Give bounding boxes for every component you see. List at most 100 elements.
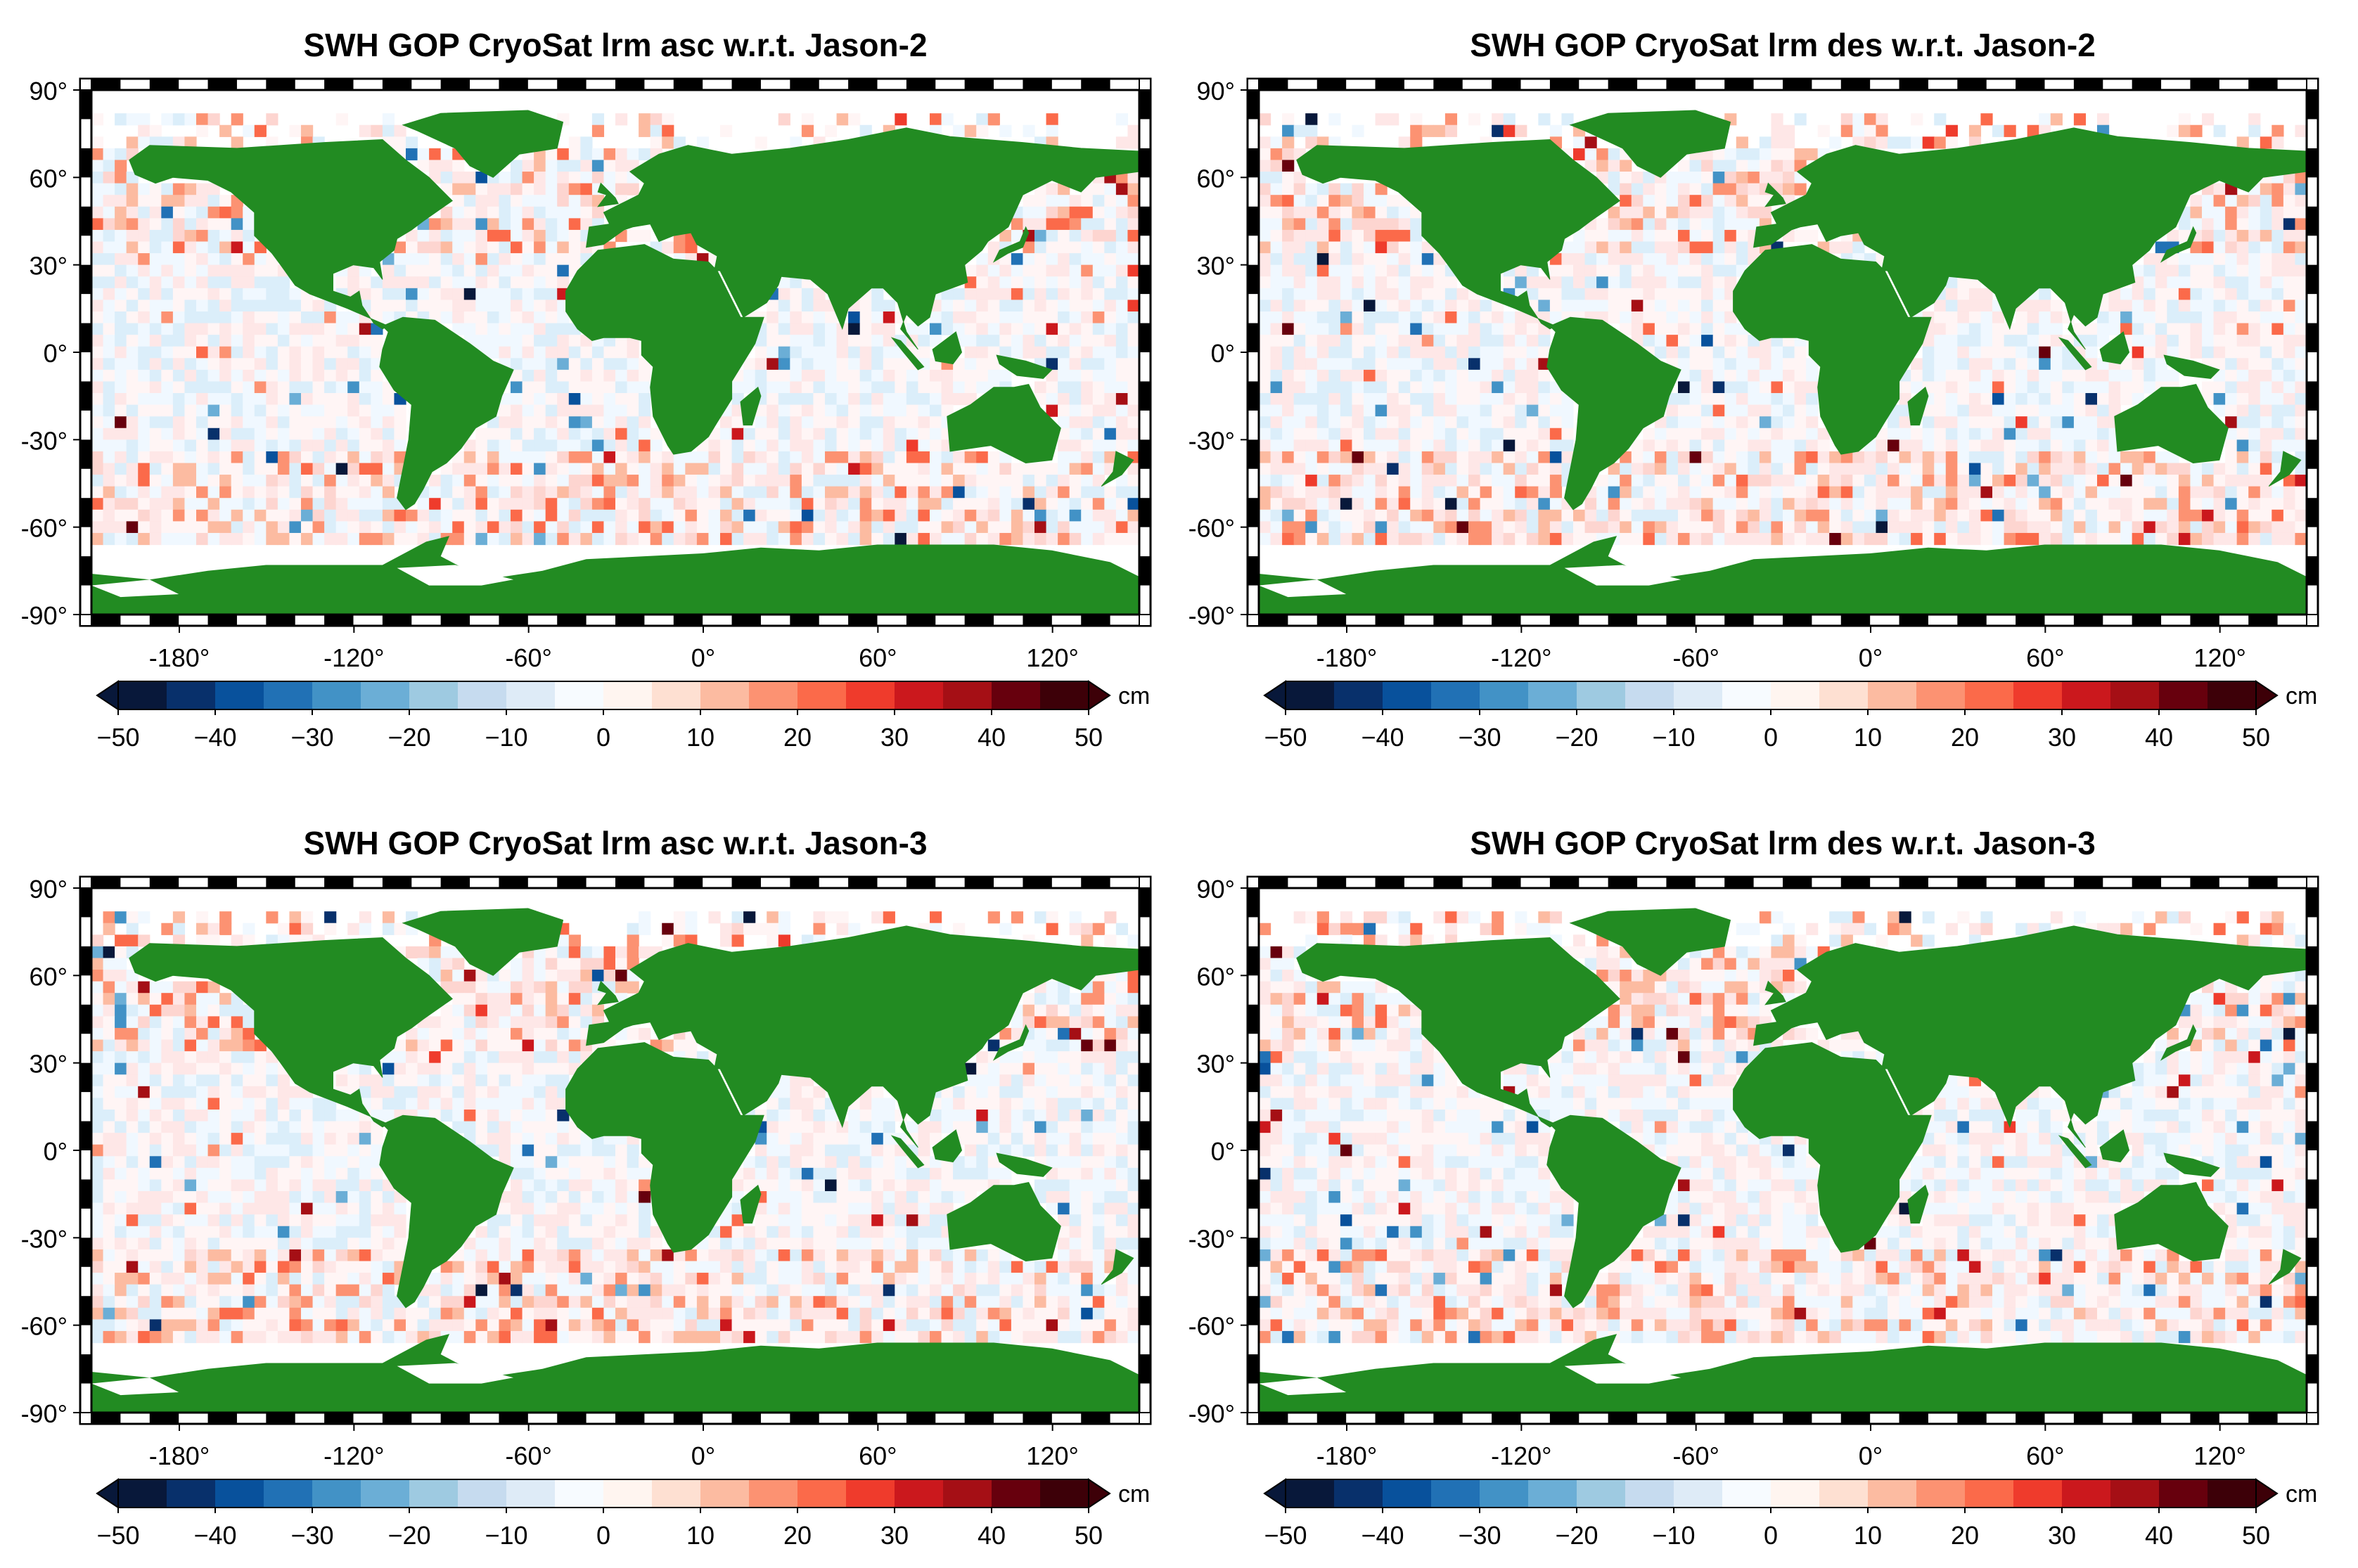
data-cell [918,335,930,347]
data-cell [1794,416,1807,429]
data-cell [2016,428,2028,440]
data-cell [1387,451,1399,464]
data-cell [591,346,605,359]
data-cell [1678,241,1691,254]
data-cell [545,358,558,371]
data-cell [1092,335,1105,347]
data-cell [1945,346,1958,359]
data-cell [335,346,348,359]
data-cell [1794,475,1807,487]
data-cell [2225,264,2238,277]
data-cell [172,911,186,924]
data-cell [1736,404,1748,417]
data-cell [196,113,209,126]
data-cell [1654,300,1667,312]
data-cell [801,509,814,522]
data-cell [1945,404,1958,417]
data-cell [941,311,954,324]
data-cell [1410,451,1423,464]
data-cell [1771,381,1783,394]
data-cell [522,300,534,312]
data-cell [1771,498,1783,510]
data-cell [1352,475,1364,487]
data-cell [126,241,139,254]
data-cell [2225,229,2238,243]
data-cell [883,381,895,394]
data-cell [1092,311,1105,324]
data-cell [976,369,989,383]
data-cell [801,451,814,464]
data-cell [696,451,710,464]
data-cell [685,923,698,935]
data-cell [568,451,581,464]
data-cell [2295,335,2307,347]
data-cell [301,451,314,464]
data-cell [149,229,162,243]
data-cell [1104,428,1117,440]
data-cell [91,369,104,383]
data-cell [906,369,919,383]
data-cell [196,264,209,277]
data-cell [1282,206,1295,219]
data-cell [1328,323,1341,335]
data-cell [1934,509,1947,522]
data-cell [2225,346,2238,359]
data-cell [1104,253,1117,266]
data-cell [918,404,930,417]
data-cell [1736,172,1748,184]
data-cell [534,451,546,464]
data-cell [1899,404,1911,417]
data-cell [126,136,139,149]
data-cell [2260,521,2272,534]
data-cell [1840,498,1853,510]
data-cell [836,439,849,452]
data-cell [1934,311,1947,324]
data-cell [277,381,290,394]
data-cell [2283,486,2296,499]
data-cell [103,148,115,161]
data-cell [1888,498,1900,510]
data-cell [1689,439,1702,452]
data-cell [1515,264,1527,277]
data-cell [627,486,639,499]
data-cell [627,451,639,464]
data-cell [557,253,570,266]
data-cell [2039,393,2051,406]
data-cell [2190,335,2203,347]
data-cell [1724,439,1737,452]
data-cell [1759,428,1772,440]
data-cell [196,404,209,417]
data-cell [1689,346,1702,359]
data-cell [1046,300,1058,312]
data-cell [219,521,232,534]
data-cell [859,475,872,487]
data-cell [452,532,465,546]
colorbar-bin [895,681,944,709]
data-cell [918,393,930,406]
data-cell [1328,463,1341,475]
data-cell [2085,416,2098,429]
data-cell [534,346,546,359]
data-cell [289,346,302,359]
data-cell [534,381,546,394]
data-cell [1666,346,1679,359]
data-cell [1081,923,1094,935]
colorbar-bin [312,681,361,709]
data-cell [511,253,523,266]
data-cell [953,288,966,300]
data-cell [964,369,977,383]
data-cell [1736,136,1748,149]
data-cell [184,300,197,312]
data-cell [650,113,662,126]
data-cell [301,486,314,499]
data-cell [2073,509,2087,522]
data-cell [1127,381,1140,394]
data-cell [1934,113,1947,126]
data-cell [930,393,942,406]
data-cell [1876,475,1888,487]
data-cell [1852,241,1865,254]
data-cell [1115,369,1129,383]
data-cell [883,498,895,510]
data-cell [1444,475,1458,487]
data-cell [184,369,197,383]
